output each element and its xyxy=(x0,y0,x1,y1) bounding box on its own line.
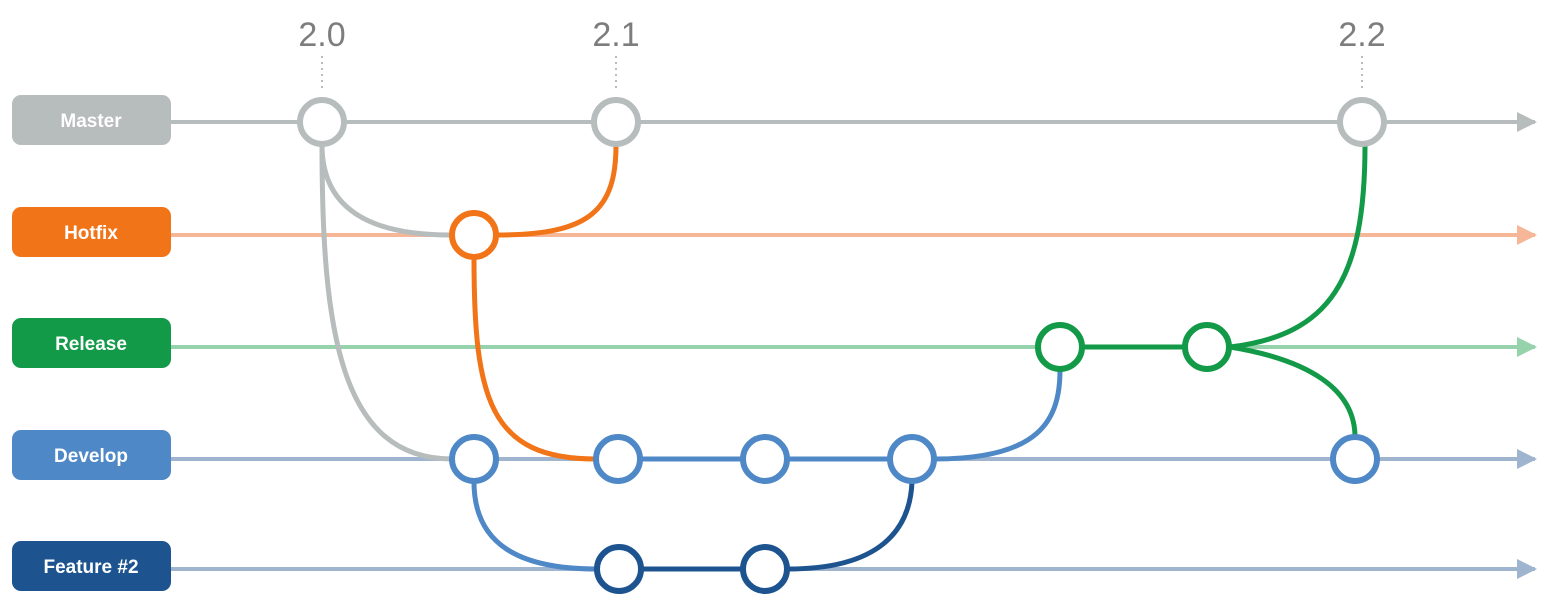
branch-label-hotfix: Hotfix xyxy=(12,207,171,257)
develop-commit-node xyxy=(449,434,499,484)
branch-label-release-text: Release xyxy=(55,334,127,355)
develop-commit-node xyxy=(593,434,643,484)
hotfix-commit-node xyxy=(449,210,499,260)
version-label-2-0: 2.0 xyxy=(298,16,345,54)
develop-commit-node xyxy=(887,434,937,484)
branch-label-feature: Feature #2 xyxy=(12,541,171,591)
release-commit-node xyxy=(1035,322,1085,372)
version-label-2-2: 2.2 xyxy=(1338,16,1385,54)
branch-label-develop: Develop xyxy=(12,430,171,480)
version-label-2-1: 2.1 xyxy=(592,16,639,54)
branch-label-feature-text: Feature #2 xyxy=(43,557,138,578)
branch-label-develop-text: Develop xyxy=(54,446,128,467)
develop-to-feature-curve xyxy=(471,481,598,572)
branch-label-master: Master xyxy=(12,95,171,145)
develop-commit-node xyxy=(740,434,790,484)
release-to-master-curve xyxy=(1229,144,1368,350)
master-commit-node xyxy=(297,97,347,147)
feature-commit-node xyxy=(594,544,644,594)
feature-commit-node xyxy=(740,544,790,594)
hotfix-to-develop-curve xyxy=(471,257,597,462)
develop-commit-node xyxy=(1330,434,1380,484)
master-to-hotfix-curve xyxy=(319,144,451,238)
master-commit-node xyxy=(1337,97,1387,147)
branch-label-release: Release xyxy=(12,318,171,368)
release-commit-node xyxy=(1182,322,1232,372)
hotfix-to-master-curve xyxy=(497,144,619,238)
branch-label-master-text: Master xyxy=(60,111,122,132)
branch-label-hotfix-text: Hotfix xyxy=(64,223,118,244)
feature-to-develop-curve xyxy=(787,481,915,572)
release-to-develop-curve xyxy=(1229,344,1358,438)
master-to-develop-curve xyxy=(319,144,453,462)
master-commit-node xyxy=(591,97,641,147)
develop-to-release-curve xyxy=(934,369,1063,462)
